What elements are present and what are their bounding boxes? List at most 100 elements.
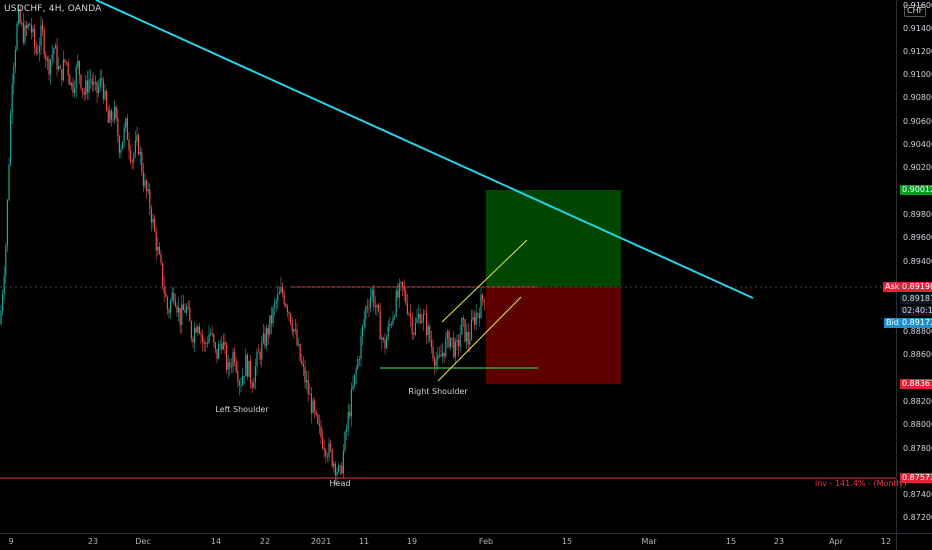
candle-body xyxy=(299,344,301,361)
candle-body xyxy=(304,366,306,383)
symbol-title[interactable]: USDCHF, 4H, OANDA xyxy=(4,4,102,14)
candle-body xyxy=(310,393,312,414)
candle-body xyxy=(61,69,63,81)
channel-lower-line[interactable] xyxy=(437,296,522,382)
candle-body xyxy=(360,336,362,360)
candle-body xyxy=(216,349,218,359)
ask-price-tag: 0.89198 xyxy=(900,282,932,292)
candle-body xyxy=(408,313,410,315)
bid-price-tag: 0.89173 xyxy=(900,318,932,328)
candle-body xyxy=(35,46,37,54)
candle-body xyxy=(467,332,469,345)
candle-body xyxy=(178,307,180,313)
candle-body xyxy=(59,66,61,70)
candle-body xyxy=(93,81,95,85)
candle-body xyxy=(106,91,108,110)
candle-body xyxy=(461,317,463,335)
candle-body xyxy=(24,25,26,43)
candle-body xyxy=(192,338,194,343)
head-label: Head xyxy=(329,479,351,488)
candle-body xyxy=(222,341,224,350)
candle-body xyxy=(208,333,210,344)
candle-body xyxy=(373,289,375,307)
candle-body xyxy=(109,110,111,123)
candle-body xyxy=(42,25,44,31)
candle-body xyxy=(78,61,80,75)
candle-body xyxy=(410,313,412,317)
candle-body xyxy=(48,58,50,75)
candle-body xyxy=(293,329,295,332)
candle-body xyxy=(278,292,280,295)
price-chart[interactable] xyxy=(0,0,896,533)
candle-body xyxy=(133,154,135,162)
candle-body xyxy=(354,374,356,386)
candle-body xyxy=(256,351,258,367)
candle-body xyxy=(294,329,296,330)
candle-body xyxy=(51,54,53,60)
candle-body xyxy=(54,45,56,49)
candle-body xyxy=(237,371,239,382)
candle-body xyxy=(459,334,461,347)
descending-trendline[interactable] xyxy=(95,0,754,299)
candle-body xyxy=(277,294,279,302)
candle-body xyxy=(53,48,55,55)
candle-body xyxy=(445,338,447,357)
price-axis[interactable] xyxy=(896,0,932,533)
candle-body xyxy=(469,339,471,345)
axis-corner[interactable] xyxy=(896,533,932,550)
time-label: 22 xyxy=(259,537,271,546)
candle-body xyxy=(398,283,400,298)
candle-body xyxy=(0,310,2,325)
candle-body xyxy=(43,30,45,55)
candle-body xyxy=(186,306,188,313)
candle-body xyxy=(224,341,226,346)
candle-body xyxy=(149,189,151,210)
candle-body xyxy=(226,345,228,370)
candle-body xyxy=(138,134,140,155)
candle-body xyxy=(438,354,440,356)
time-label: Mar xyxy=(641,537,657,546)
candle-body xyxy=(146,180,148,192)
candle-body xyxy=(422,314,424,322)
candle-body xyxy=(221,344,223,350)
candle-body xyxy=(163,286,165,294)
target-zone[interactable] xyxy=(486,190,621,287)
candle-body xyxy=(389,324,391,326)
channel-upper-line[interactable] xyxy=(441,239,528,323)
candle-body xyxy=(206,343,208,344)
candle-body xyxy=(197,326,199,333)
candle-body xyxy=(475,313,477,325)
candle-body xyxy=(446,331,448,339)
candle-body xyxy=(301,360,303,364)
candle-body xyxy=(477,313,479,314)
candle-body xyxy=(285,304,287,307)
candle-body xyxy=(291,323,293,332)
candle-body xyxy=(118,136,120,153)
candle-body xyxy=(402,282,404,287)
candle-body xyxy=(397,290,399,298)
candle-body xyxy=(266,327,268,346)
candle-body xyxy=(418,313,420,319)
candle-body xyxy=(134,140,136,155)
candle-body xyxy=(64,59,66,63)
candle-body xyxy=(8,164,10,200)
candle-body xyxy=(312,400,314,414)
candle-body xyxy=(325,450,327,457)
candle-body xyxy=(307,380,309,395)
currency-badge[interactable]: CHF xyxy=(904,5,927,17)
candle-body xyxy=(253,382,255,389)
candle-body xyxy=(117,117,119,137)
candle-body xyxy=(267,327,269,335)
candle-body xyxy=(187,306,189,308)
candle-body xyxy=(323,448,325,451)
candle-body xyxy=(2,293,4,311)
time-axis[interactable] xyxy=(0,533,896,550)
candle-body xyxy=(160,254,162,263)
stop-zone[interactable] xyxy=(486,287,621,384)
